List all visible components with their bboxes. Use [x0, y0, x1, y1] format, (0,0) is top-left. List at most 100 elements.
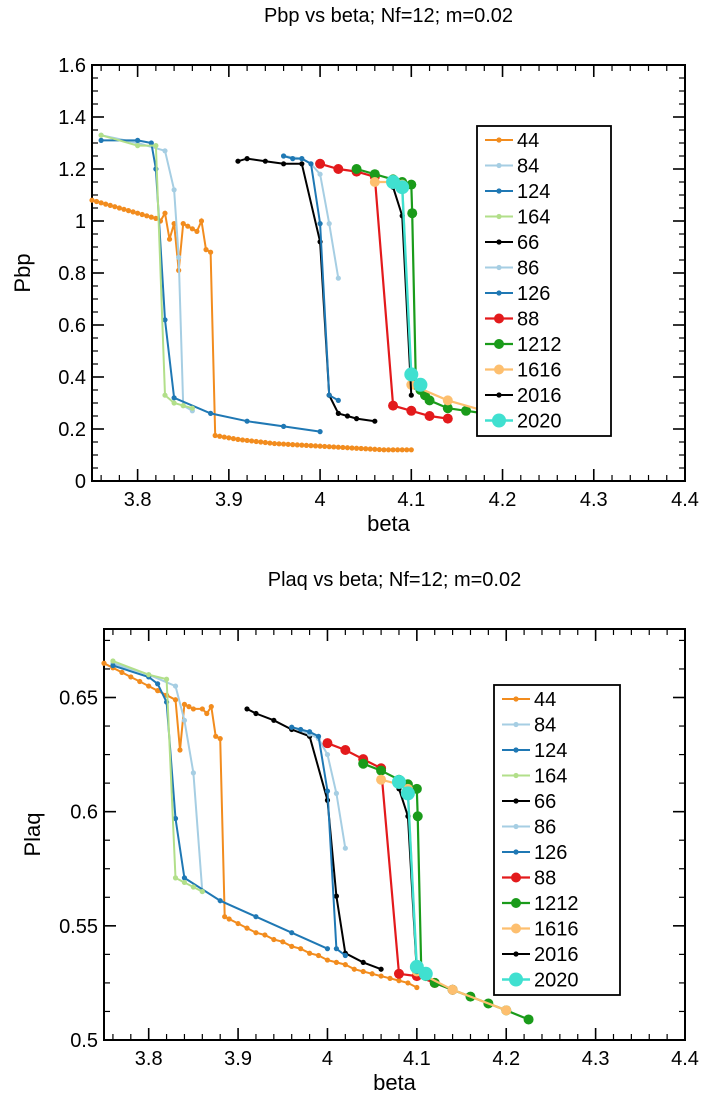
- legend-label: 84: [534, 715, 556, 737]
- data-point: [360, 968, 366, 975]
- data-point: [418, 966, 433, 981]
- legend-marker: [513, 696, 519, 702]
- data-point: [203, 247, 209, 253]
- series-2020: [386, 175, 428, 392]
- chart-2: Plaq vs beta; Nf=12; m=0.02 3.8 3.9 4 4.1 4.2…: [20, 569, 699, 1095]
- data-point: [376, 446, 382, 453]
- data-point: [166, 236, 173, 242]
- data-point: [294, 442, 300, 448]
- data-point: [153, 215, 159, 221]
- x-tick-label: 3.8: [124, 489, 152, 511]
- legend-label: 2016: [517, 385, 562, 407]
- data-point: [317, 221, 323, 227]
- data-point: [399, 447, 405, 453]
- data-point: [112, 204, 118, 210]
- legend-marker: [492, 413, 506, 428]
- legend-label: 1616: [534, 919, 579, 941]
- y-tick-label: 0: [75, 471, 86, 493]
- data-point: [235, 920, 241, 927]
- legend-label: 66: [517, 232, 539, 254]
- data-point: [198, 218, 205, 224]
- legend-label: 124: [517, 181, 550, 203]
- chart-title: Plaq vs beta; Nf=12; m=0.02: [268, 569, 522, 591]
- data-point: [98, 132, 104, 138]
- legend-marker: [496, 290, 502, 296]
- data-point: [299, 442, 305, 448]
- data-point: [289, 930, 295, 936]
- x-tick-label: 4.1: [397, 489, 425, 511]
- data-point: [351, 966, 357, 972]
- data-point: [326, 221, 332, 227]
- data-point: [135, 143, 141, 149]
- data-point: [333, 790, 339, 797]
- data-point: [146, 672, 152, 678]
- data-point: [400, 786, 415, 801]
- legend-label: 88: [517, 309, 539, 331]
- legend-marker: [511, 872, 521, 883]
- data-point: [181, 701, 188, 707]
- series-group: [89, 132, 526, 453]
- data-point: [390, 447, 396, 453]
- data-point: [177, 747, 183, 753]
- data-point: [189, 405, 195, 411]
- data-point: [208, 704, 214, 710]
- data-point: [442, 403, 453, 414]
- x-tick-label: 4.4: [671, 489, 699, 511]
- data-point: [378, 966, 384, 972]
- data-point: [208, 249, 214, 255]
- data-point: [262, 439, 268, 446]
- data-point: [213, 733, 219, 739]
- data-point: [308, 443, 314, 449]
- legend-marker: [513, 951, 519, 957]
- data-point: [190, 770, 196, 776]
- data-point: [172, 815, 179, 822]
- data-point: [128, 674, 134, 680]
- data-point: [312, 443, 319, 449]
- y-tick-label: 1.6: [58, 55, 86, 77]
- data-point: [121, 206, 127, 212]
- x-tick-label: 4.2: [492, 1048, 520, 1070]
- data-point: [367, 446, 373, 452]
- series-2020: [391, 774, 433, 981]
- data-point: [280, 423, 287, 429]
- data-point: [110, 658, 116, 664]
- data-point: [244, 706, 250, 712]
- data-point: [244, 925, 250, 931]
- data-point: [335, 275, 341, 281]
- data-point: [303, 442, 309, 448]
- series-line: [291, 726, 346, 957]
- data-point: [217, 736, 223, 742]
- data-point: [162, 392, 168, 398]
- data-point: [171, 400, 177, 406]
- data-point: [181, 717, 188, 723]
- data-point: [298, 946, 304, 952]
- legend-marker: [494, 313, 504, 324]
- legend-label: 126: [534, 842, 567, 864]
- data-point: [376, 774, 387, 785]
- data-point: [306, 729, 313, 735]
- data-point: [244, 156, 250, 162]
- data-point: [148, 140, 154, 146]
- data-point: [107, 202, 113, 208]
- x-tick-label: 3.9: [224, 1048, 252, 1070]
- legend-marker: [496, 188, 502, 194]
- x-tick-label: 4.2: [489, 489, 517, 511]
- data-point: [442, 395, 453, 406]
- data-point: [262, 158, 268, 164]
- chart-title: Pbp vs beta; Nf=12; m=0.02: [264, 5, 513, 27]
- data-point: [369, 971, 375, 977]
- data-point: [180, 221, 186, 227]
- legend: 44 84 124 164 66 86 126 88 1212 1616 2016 2020: [493, 684, 621, 996]
- y-tick-label: 0.4: [58, 367, 86, 389]
- legend-box: [493, 684, 621, 996]
- legend-marker: [513, 721, 519, 728]
- legend-label: 66: [534, 791, 556, 813]
- data-point: [412, 811, 423, 822]
- data-point: [406, 405, 417, 416]
- data-point: [324, 751, 331, 758]
- legend-label: 84: [517, 156, 539, 178]
- series-line: [283, 155, 340, 279]
- data-point: [413, 377, 428, 392]
- data-point: [208, 410, 214, 416]
- data-point: [404, 447, 410, 453]
